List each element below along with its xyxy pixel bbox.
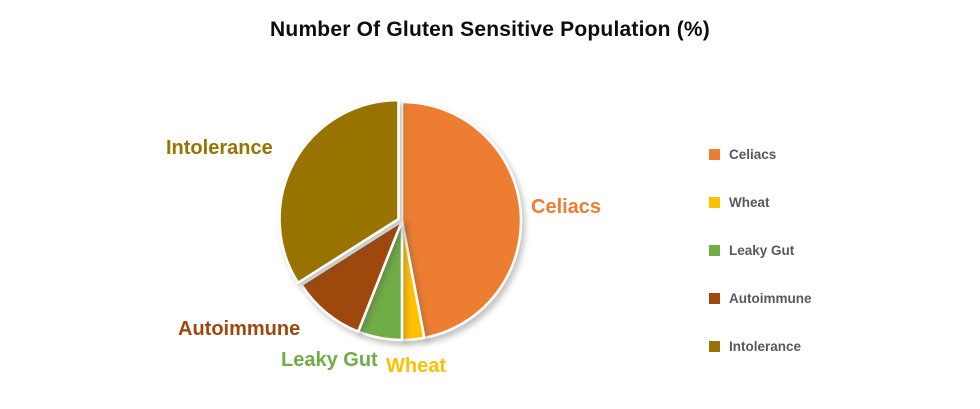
legend-item-label: Leaky Gut bbox=[729, 242, 795, 258]
legend-item-wheat: Wheat bbox=[709, 194, 812, 210]
pie-slice-autoimmune bbox=[300, 219, 404, 333]
legend-swatch-leaky-gut bbox=[709, 244, 720, 256]
legend-item-label: Celiacs bbox=[729, 146, 777, 162]
chart-legend: Celiacs Wheat Leaky Gut Autoimmune Intol… bbox=[709, 146, 812, 354]
legend-swatch-wheat bbox=[709, 196, 720, 208]
legend-item-label: Autoimmune bbox=[729, 290, 812, 306]
legend-swatch-autoimmune bbox=[709, 292, 720, 304]
slice-label-intolerance: Intolerance bbox=[166, 137, 273, 159]
slice-label-wheat: Wheat bbox=[386, 355, 446, 377]
legend-item-autoimmune: Autoimmune bbox=[709, 290, 812, 306]
legend-item-celiacs: Celiacs bbox=[709, 146, 812, 162]
slice-label-celiacs: Celiacs bbox=[531, 196, 602, 218]
slice-label-autoimmune: Autoimmune bbox=[178, 318, 301, 340]
slice-label-leaky-gut: Leaky Gut bbox=[281, 349, 378, 371]
legend-item-label: Wheat bbox=[729, 194, 770, 210]
legend-item-intolerance: Intolerance bbox=[709, 338, 812, 354]
pie-slice-intolerance bbox=[278, 98, 400, 285]
legend-item-label: Intolerance bbox=[729, 338, 802, 354]
legend-swatch-intolerance bbox=[709, 340, 720, 352]
pie-slice-celiacs bbox=[400, 100, 523, 340]
legend-item-leaky-gut: Leaky Gut bbox=[709, 242, 812, 258]
chart-title: Number Of Gluten Sensitive Population (%… bbox=[270, 18, 710, 41]
legend-swatch-celiacs bbox=[709, 148, 720, 160]
